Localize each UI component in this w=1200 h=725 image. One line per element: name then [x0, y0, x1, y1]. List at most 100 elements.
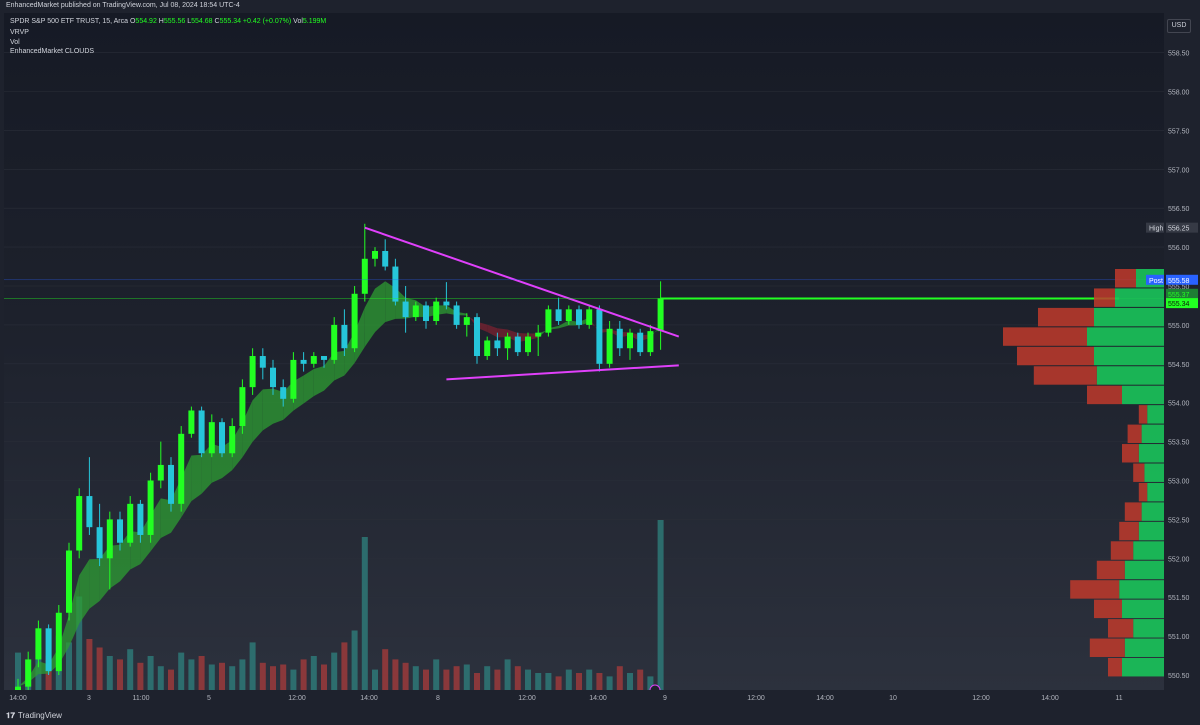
volume-bar — [402, 662, 409, 690]
time-tick-label: 11 — [1115, 695, 1122, 702]
volume-bar — [229, 666, 236, 690]
candle-body — [249, 356, 256, 388]
footer-bar — [0, 708, 1200, 725]
candle-body — [188, 410, 195, 434]
price-tick-label: 557.00 — [1168, 167, 1190, 174]
cloud-segment — [69, 575, 80, 647]
volume-bar — [106, 656, 113, 690]
candle-body — [341, 324, 348, 349]
volume-bar — [290, 669, 297, 690]
volume-bar — [576, 673, 582, 690]
price-axis[interactable]: 550.50 551.00 551.50 552.00 552.50 553.00 553.… — [1164, 13, 1200, 690]
volume-bar — [76, 596, 83, 690]
cloud-segment — [191, 454, 202, 502]
candle-body — [290, 359, 297, 399]
volume-profile-down — [1133, 463, 1145, 482]
candle-body — [66, 550, 72, 613]
low-label: L — [187, 18, 192, 25]
brand-name: TradingView — [17, 711, 62, 720]
cloud-segment — [324, 352, 335, 391]
cloud-segment — [252, 389, 263, 442]
volume-profile-down — [1110, 541, 1134, 560]
volume-bar — [565, 669, 572, 690]
volume-bar — [647, 676, 654, 690]
symbol-legend[interactable]: SPDR S&P 500 ETF TRUST, 15, Arca O554.92… — [10, 18, 326, 25]
volume-profile-down — [1087, 385, 1122, 405]
candle-body — [545, 309, 552, 333]
volume-profile-down — [1138, 482, 1148, 502]
candle-body — [96, 527, 103, 559]
volume-label: Vol — [293, 18, 303, 25]
volume-bar — [535, 673, 542, 690]
candle-body — [168, 464, 174, 504]
candle-body — [616, 328, 623, 349]
cloud-segment — [487, 324, 498, 338]
indicator-vol[interactable]: Vol — [10, 39, 20, 46]
volume-profile-down — [1096, 560, 1125, 580]
price-tick-label: 556.50 — [1168, 206, 1190, 213]
volume-bar — [86, 639, 93, 690]
volume-bar — [341, 642, 348, 690]
low-value: 554.68 — [191, 18, 213, 25]
price-tick-label: 557.50 — [1168, 128, 1190, 135]
candle-body — [178, 433, 185, 504]
replay-lightning-icon — [649, 684, 661, 690]
cloud-segment — [232, 422, 243, 471]
volume-profile-down — [1017, 346, 1094, 366]
indicator-vrvp[interactable]: VRVP — [10, 29, 29, 36]
volume-bar — [259, 662, 266, 690]
price-tick-label: 558.00 — [1168, 90, 1190, 97]
close-value: 555.34 +0.42 (+0.07%) — [219, 18, 292, 25]
tradingview-logo[interactable]: 𝟏𝟕 TradingView — [6, 711, 62, 721]
volume-profile-up — [1122, 385, 1164, 405]
volume-profile-down — [1108, 619, 1134, 638]
volume-bar — [310, 656, 317, 690]
chart-plot-area[interactable]: High Post — [4, 13, 1164, 690]
volume-profile-up — [1119, 580, 1164, 599]
candle-body — [208, 422, 215, 454]
cloud-segment — [650, 324, 661, 338]
volume-profile-up — [1147, 482, 1164, 502]
high-word-tag: High — [1149, 226, 1164, 233]
cloud-segment — [201, 443, 212, 494]
candle-body — [494, 340, 501, 349]
time-tick-label: 12:00 — [972, 695, 990, 702]
volume-bar — [545, 673, 552, 690]
volume-bar — [219, 662, 225, 690]
candle-body — [484, 340, 491, 357]
volume-profile-up — [1124, 638, 1164, 657]
time-axis[interactable]: 14:00 3 11:00 5 12:00 14:00 8 12:00 14:00 9 12:00 1… — [4, 690, 1164, 708]
last-price-tag-2-bg — [1166, 298, 1198, 309]
candle-body — [55, 612, 62, 672]
price-tick-label: 550.50 — [1168, 673, 1190, 680]
candle-body — [504, 336, 511, 349]
candle-body — [657, 298, 664, 332]
volume-bar — [474, 673, 480, 690]
volume-bar — [453, 666, 460, 690]
volume-bar — [361, 537, 368, 690]
cloud-segment — [160, 498, 171, 539]
candle-body — [576, 309, 582, 325]
indicator-clouds[interactable]: EnhancedMarket CLOUDS — [10, 48, 95, 55]
currency-button[interactable]: USD — [1167, 19, 1191, 33]
candle-body — [45, 628, 52, 672]
time-tick-label: 5 — [207, 695, 211, 702]
cloud-segment — [364, 288, 375, 347]
time-tick-label: 11:00 — [133, 695, 150, 702]
cloud-segment — [89, 558, 100, 609]
price-tick-label: 555.00 — [1168, 323, 1190, 330]
trendline — [364, 226, 680, 338]
volume-bar — [157, 666, 164, 690]
volume-bar — [606, 676, 613, 690]
last-price-tag-1: 555.37 — [1168, 292, 1190, 299]
candle-body — [535, 332, 542, 337]
volume-profile-up — [1115, 288, 1164, 307]
last-price-tag-1-bg — [1166, 288, 1198, 299]
cloud-segment — [242, 400, 253, 458]
volume-bar — [188, 659, 195, 690]
volume-bar — [147, 656, 154, 690]
volume-profile-down — [1070, 580, 1120, 599]
post-word-tag: Post — [1149, 278, 1163, 285]
price-tick-label: 552.50 — [1168, 517, 1190, 524]
